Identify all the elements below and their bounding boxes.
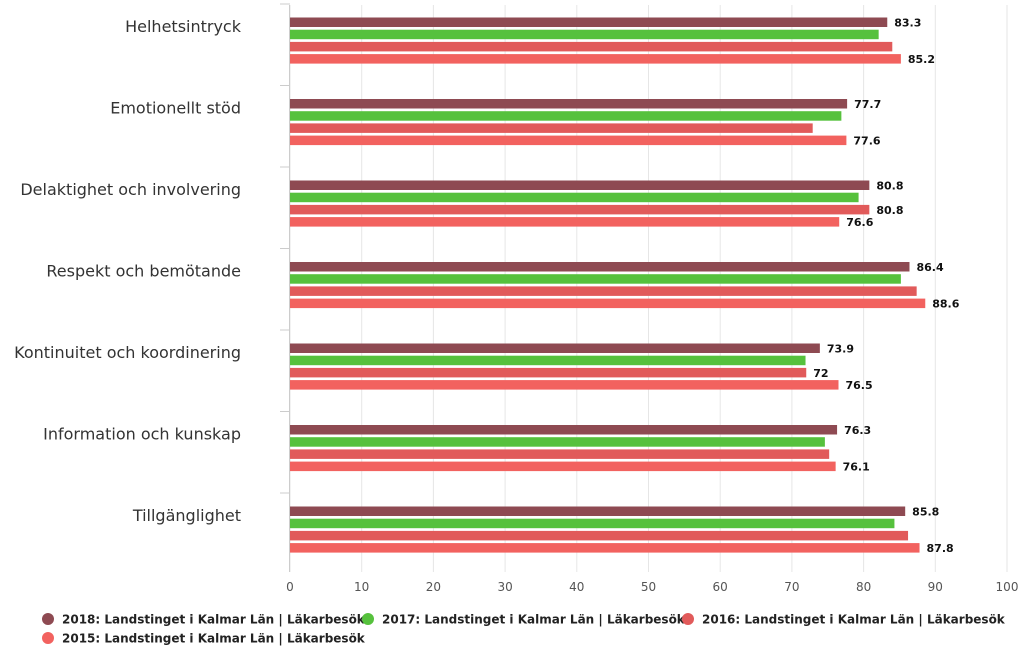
x-tick-label: 100	[996, 580, 1019, 594]
x-tick-label: 0	[286, 580, 294, 594]
x-tick-label: 30	[497, 580, 512, 594]
legend-marker[interactable]	[682, 613, 694, 625]
data-label: 85.8	[912, 506, 939, 519]
bar-s2-c4	[290, 367, 807, 378]
bar-s1-c1	[290, 111, 842, 121]
data-label: 83.3	[894, 17, 921, 30]
x-tick-label: 70	[784, 580, 799, 594]
bar-s0-c4	[290, 343, 820, 353]
x-tick-label: 60	[713, 580, 728, 594]
data-label: 72	[813, 367, 828, 380]
bar-s1-c5	[290, 437, 825, 447]
bar-s2-c5	[290, 449, 830, 459]
bar-s0-c6	[290, 506, 906, 516]
category-label: Helhetsintryck	[125, 17, 242, 36]
bar-s1-c6	[290, 518, 895, 529]
legend-marker[interactable]	[42, 632, 54, 644]
bar-s3-c1	[290, 135, 847, 146]
bar-s0-c1	[290, 99, 848, 109]
legend-item-4[interactable]: 2015: Landstinget i Kalmar Län | Läkarbe…	[42, 632, 366, 646]
legend-item-1[interactable]: 2018: Landstinget i Kalmar Län | Läkarbe…	[42, 613, 366, 627]
bar-s2-c1	[290, 123, 813, 133]
data-label: 76.3	[844, 424, 871, 437]
legend-marker[interactable]	[42, 613, 54, 625]
bar-s1-c2	[290, 192, 859, 203]
legend-item-2[interactable]: 2017: Landstinget i Kalmar Län | Läkarbe…	[362, 613, 686, 627]
data-label: 73.9	[827, 343, 854, 356]
bar-s0-c0	[290, 17, 888, 27]
x-tick-label: 80	[856, 580, 871, 594]
bar-s3-c6	[290, 543, 920, 553]
bar-s0-c3	[290, 262, 910, 272]
category-label: Information och kunskap	[43, 425, 241, 444]
bar-s1-c3	[290, 274, 901, 284]
bar-s3-c2	[290, 217, 840, 227]
axes: 0 10 20 30 40 50 60 70 80 90 100 Helhetsintryck Emot…	[14, 3, 1019, 594]
category-label: Emotionellt stöd	[110, 99, 241, 118]
bar-s3-c3	[290, 298, 926, 309]
x-tick-label: 90	[928, 580, 943, 594]
bar-s3-c5	[290, 461, 836, 472]
x-tick-label: 40	[569, 580, 584, 594]
data-label: 77.7	[854, 98, 881, 111]
data-label: 77.6	[853, 135, 880, 148]
bar-s2-c2	[290, 204, 870, 215]
bars	[290, 17, 926, 553]
category-label: Kontinuitet och koordinering	[14, 343, 241, 362]
legend-label[interactable]: 2015: Landstinget i Kalmar Län | Läkarbe…	[62, 632, 366, 646]
legend-marker[interactable]	[362, 613, 374, 625]
legend-item-3[interactable]: 2016: Landstinget i Kalmar Län | Läkarbe…	[682, 613, 1006, 627]
data-label: 80.8	[876, 180, 903, 193]
legend[interactable]: 2018: Landstinget i Kalmar Län | Läkarbe…	[42, 613, 1006, 646]
bar-s1-c4	[290, 355, 806, 366]
legend-label[interactable]: 2017: Landstinget i Kalmar Län | Läkarbe…	[382, 613, 686, 627]
data-label: 76.1	[843, 461, 870, 474]
data-labels: 83.3 77.7 80.8 86.4 73.9 76.3 85.8 80.8 72 85.2 77…	[813, 17, 960, 556]
data-label: 86.4	[916, 261, 943, 274]
bar-s2-c3	[290, 286, 917, 296]
bar-s2-c6	[290, 530, 909, 541]
bar-s0-c5	[290, 425, 838, 435]
bar-s1-c0	[290, 29, 879, 40]
data-label: 87.8	[927, 542, 954, 555]
x-tick-label: 50	[641, 580, 656, 594]
data-label: 76.6	[846, 216, 873, 229]
category-label: Respekt och bemötande	[46, 262, 241, 281]
bar-s3-c0	[290, 54, 901, 64]
bar-s2-c0	[290, 41, 893, 52]
category-label: Delaktighet och involvering	[20, 180, 241, 199]
legend-label[interactable]: 2016: Landstinget i Kalmar Län | Läkarbe…	[702, 613, 1006, 627]
x-tick-label: 20	[426, 580, 441, 594]
data-label: 76.5	[846, 379, 873, 392]
data-label: 80.8	[876, 204, 903, 217]
data-label: 88.6	[932, 298, 959, 311]
bar-s3-c4	[290, 380, 839, 390]
bar-s0-c2	[290, 180, 870, 190]
category-label: Tillgänglighet	[132, 506, 241, 525]
legend-label[interactable]: 2018: Landstinget i Kalmar Län | Läkarbe…	[62, 613, 366, 627]
data-label: 85.2	[908, 53, 935, 66]
x-tick-label: 10	[354, 580, 369, 594]
